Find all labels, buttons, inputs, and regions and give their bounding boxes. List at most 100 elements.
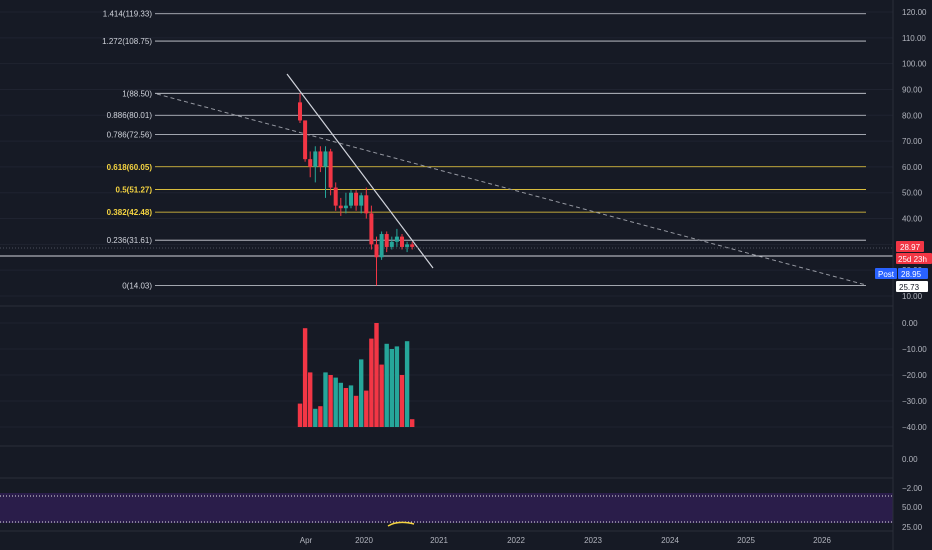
volume-bar [308, 372, 313, 427]
time-axis[interactable]: Apr 2020 2021 2022 2023 2024 2025 2026 [300, 536, 832, 545]
volume-bar [338, 382, 343, 427]
price-tick-label: 80.00 [902, 111, 923, 120]
volume-tick-label: −40.00 [902, 423, 927, 432]
candle-body [354, 192, 359, 206]
volume-bar [302, 328, 308, 427]
time-tick-label: 2023 [584, 536, 602, 545]
volume-bar [297, 403, 303, 427]
price-tick-label: 90.00 [902, 85, 923, 94]
volume-bar [399, 375, 405, 427]
countdown-value: 25d 23h [898, 255, 927, 264]
rsi-line [387, 521, 415, 527]
support-price-value: 25.73 [899, 283, 920, 292]
rsi-tick-label: 50.00 [902, 503, 923, 512]
fib-level-label: 0.786(72.56) [107, 130, 153, 139]
candle-body [318, 151, 323, 167]
oscillator-tick-label: 0.00 [902, 455, 918, 464]
price-tick-label: 50.00 [902, 189, 923, 198]
fib-level-label: 0.382(42.48) [107, 208, 153, 217]
volume-bar [318, 406, 323, 427]
volume-bar [348, 385, 354, 427]
price-tick-label: 70.00 [902, 137, 923, 146]
time-tick-label: 2024 [661, 536, 679, 545]
price-tick-label: 60.00 [902, 163, 923, 172]
candle-body [308, 159, 313, 167]
price-tick-label: 100.00 [902, 60, 927, 69]
last-price-value: 28.97 [900, 243, 921, 252]
candle-body [313, 151, 318, 167]
candle-body [379, 234, 384, 258]
candle-body [349, 192, 353, 206]
volume-tick-label: 0.00 [902, 319, 918, 328]
candlestick-series[interactable] [298, 93, 415, 286]
price-axis[interactable]: 120.00 110.00 100.00 90.00 80.00 70.00 60.00 50… [902, 8, 927, 532]
candle-body [374, 244, 379, 258]
time-tick-label: 2025 [737, 536, 755, 545]
candle-body [384, 234, 389, 247]
fib-level-label: 0.5(51.27) [116, 185, 153, 194]
volume-bar [379, 364, 384, 427]
price-tick-label: 110.00 [902, 34, 926, 43]
volume-bar [328, 375, 333, 427]
candle-body [343, 205, 348, 209]
post-price-value: 28.95 [901, 270, 922, 279]
candle-body [389, 241, 394, 247]
price-tick-label: 120.00 [902, 8, 927, 17]
price-tick-label: 10.00 [902, 292, 923, 301]
volume-bar [333, 377, 338, 427]
fib-level-label: 0.236(31.61) [107, 236, 153, 245]
volume-bar [323, 372, 328, 427]
volume-bar [313, 408, 318, 427]
oscillator-tick-label: −2.00 [902, 484, 923, 493]
candle-body [359, 195, 364, 206]
fib-level-label: 1(88.50) [122, 89, 152, 98]
volume-tick-label: −10.00 [902, 345, 927, 354]
fib-level-label: 0.618(60.05) [107, 163, 153, 172]
last-price-tag: 28.97 [896, 241, 924, 252]
price-tick-label: 40.00 [902, 215, 923, 224]
time-tick-label: 2022 [507, 536, 525, 545]
fib-level-label: 1.414(119.33) [103, 10, 153, 19]
time-tick-label: 2021 [430, 536, 448, 545]
candle-body [338, 205, 343, 209]
time-tick-label: 2026 [813, 536, 831, 545]
support-price-tag: 25.73 [896, 281, 928, 292]
fib-level-label: 1.272(108.75) [102, 37, 152, 46]
volume-bar [369, 338, 374, 427]
rsi-band [0, 493, 893, 523]
volume-bar [389, 349, 394, 427]
volume-series[interactable] [297, 323, 415, 427]
candle-body [333, 187, 338, 206]
grid-lines [0, 11, 893, 428]
fib-level-label: 0.886(80.01) [107, 111, 153, 120]
dashed-trendline[interactable] [156, 93, 867, 286]
volume-bar [364, 390, 369, 427]
candle-body [328, 151, 333, 188]
candle-body [394, 236, 399, 242]
downtrend-line[interactable] [286, 73, 434, 269]
candle-body [405, 244, 410, 247]
volume-bar [410, 419, 415, 427]
volume-tick-label: −20.00 [902, 371, 927, 380]
volume-tick-label: −30.00 [902, 397, 927, 406]
volume-bar [353, 395, 359, 427]
fibonacci-retracement[interactable]: 1.414(119.33) 1.272(108.75) 1(88.50) 0.886(… [102, 10, 866, 291]
candle-body [364, 195, 369, 214]
candle-body [410, 244, 415, 247]
time-tick-label: Apr [300, 536, 313, 545]
fib-level-label: 0(14.03) [122, 282, 152, 291]
post-market-tag: Post 28.95 [875, 268, 928, 279]
candle-body [369, 213, 374, 245]
post-label: Post [878, 270, 895, 279]
candle-body [298, 102, 302, 121]
volume-bar [394, 346, 400, 427]
countdown-tag: 25d 23h [896, 253, 932, 264]
time-tick-label: 2020 [355, 536, 373, 545]
volume-bar [374, 323, 379, 427]
volume-bar [359, 359, 364, 427]
candle-body [323, 151, 328, 167]
volume-bar [343, 388, 349, 427]
candle-body [303, 120, 308, 160]
